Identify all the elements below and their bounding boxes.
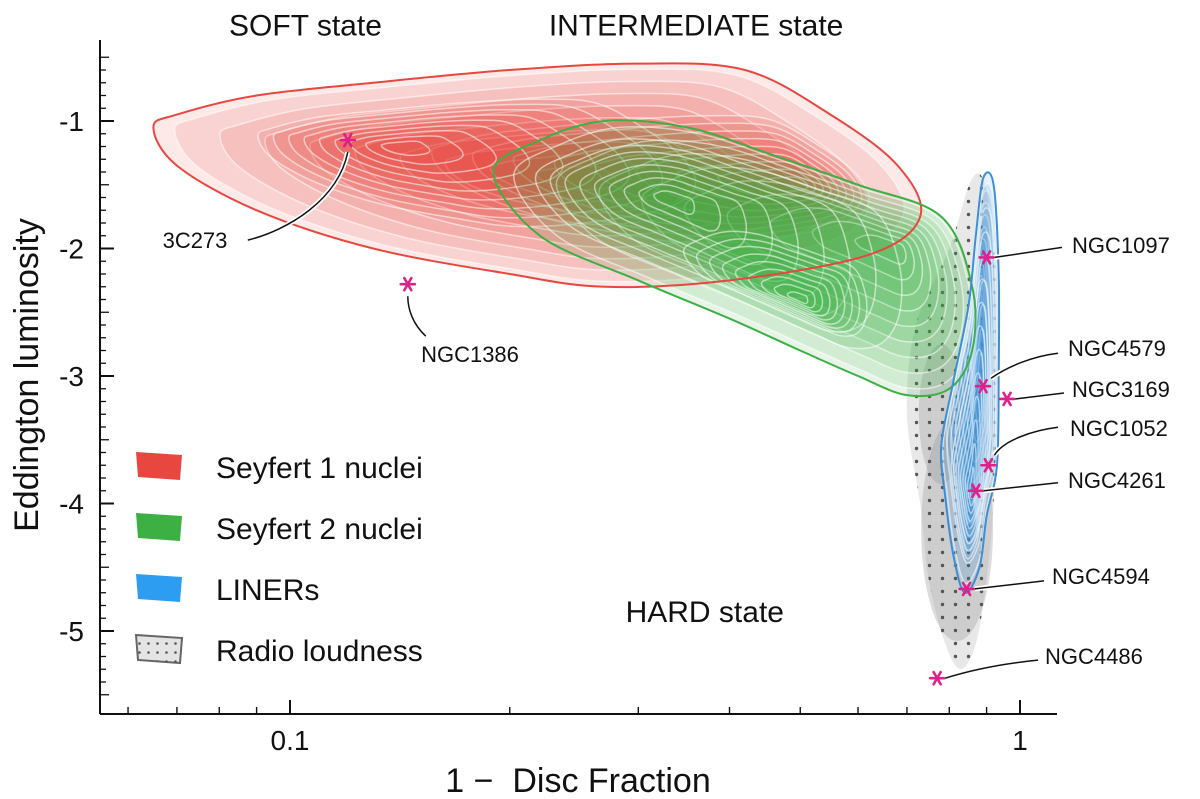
y-tick-label: -4 [59, 489, 84, 520]
density-seyfert-1-nuclei [153, 63, 922, 288]
seyfert-1-nuclei-contour-2-4 [318, 119, 564, 192]
leader-line-3c273 [247, 151, 349, 241]
x-ticks: 0.1 1 [127, 700, 1028, 756]
markers [339, 132, 1016, 686]
axes: 0.1 1 -1-2-3-4-5 [59, 40, 1057, 756]
marker-ngc4261 [967, 483, 985, 499]
seyfert-2-nuclei-contour-0-7 [811, 220, 915, 281]
y-axis-title: Eddington luminosity [8, 218, 46, 532]
marker-3c273 [339, 132, 357, 148]
legend-swatch [136, 574, 182, 602]
marker-stroke [983, 457, 994, 473]
seyfert-1-nuclei-contour-0-0 [174, 68, 905, 283]
object-label-ngc4261: NGC4261 [1068, 468, 1166, 493]
leader-line-ngc3169 [1014, 392, 1065, 400]
seyfert-2-nuclei-contour-1-7 [638, 183, 722, 232]
seyfert-2-nuclei-contour-1-4 [593, 164, 799, 283]
legend-item-liners: LINERs [136, 574, 319, 607]
leader-halo-ngc1052 [992, 424, 1059, 457]
density-layer [153, 63, 1000, 670]
marker-ngc4579 [974, 378, 992, 394]
leader-line-ngc1097 [994, 246, 1063, 259]
state-label-soft: SOFT state [229, 9, 382, 42]
state-label-hard: HARD state [626, 596, 784, 629]
marker-ngc1052 [980, 457, 997, 473]
object-label-ngc3169: NGC3169 [1072, 377, 1170, 402]
seyfert-2-nuclei-contour-2-7 [773, 283, 816, 309]
marker-stroke [961, 581, 972, 597]
leader-halo-ngc1386 [405, 296, 428, 339]
x-tick-label: 0.1 [271, 725, 310, 756]
marker-ngc1386 [399, 276, 417, 292]
leader-line-ngc1052 [993, 426, 1059, 456]
marker-stroke [978, 378, 988, 394]
object-label-ngc1052: NGC1052 [1070, 416, 1168, 441]
marker-ngc1097 [978, 250, 995, 265]
object-label-ngc1386: NGC1386 [421, 342, 519, 367]
outline-layer [152, 62, 1001, 594]
legend: Seyfert 1 nuclei Seyfert 2 nuclei LINERs Ra… [134, 452, 423, 668]
legend-label: LINERs [216, 574, 319, 607]
seyfert-1-nuclei-contour-0-7 [489, 153, 654, 203]
leader-line-ngc4261 [983, 482, 1059, 492]
density-liners [940, 172, 1000, 593]
leader-line-ngc4486 [944, 659, 1039, 679]
marker-stroke [1002, 391, 1012, 407]
x-axis-title: 1 − Disc Fraction [445, 762, 710, 799]
y-tick-label: -1 [59, 106, 84, 137]
marker-stroke [402, 276, 413, 292]
seyfert-2-nuclei-contour-1-1 [549, 144, 877, 333]
density-seyfert-2-nuclei [493, 120, 976, 397]
legend-label: Seyfert 2 nuclei [216, 513, 423, 546]
leader-line-ngc1386 [407, 296, 427, 337]
seyfert-2-nuclei-outline [492, 119, 977, 398]
legend-label: Seyfert 1 nuclei [216, 452, 423, 485]
object-label-ngc4579: NGC4579 [1068, 336, 1166, 361]
seyfert-2-nuclei-contour-2-8 [786, 291, 809, 305]
y-tick-label: -5 [59, 616, 84, 647]
marker-ngc3169 [998, 391, 1016, 407]
marker-ngc4594 [958, 581, 975, 597]
object-label-ngc1097: NGC1097 [1072, 233, 1170, 258]
x-tick-label: 1 [1012, 725, 1028, 756]
marker-stroke [971, 483, 981, 499]
legend-swatch-dots [136, 635, 182, 663]
legend-swatch [136, 513, 182, 541]
leader-line-ngc4579 [990, 352, 1059, 379]
y-ticks: -1 -2 -3 -4 -5 [59, 56, 114, 696]
seyfert-1-nuclei-outline [152, 62, 923, 289]
object-label-3c273: 3C273 [163, 228, 228, 253]
state-label-intermediate: INTERMEDIATE state [549, 9, 844, 42]
liners-outline [939, 171, 1001, 594]
legend-item-radio-loudness: Radio loudness [134, 633, 423, 668]
legend-label: Radio loudness [216, 635, 423, 668]
leader-line-ngc4594 [974, 580, 1045, 590]
legend-item-seyfert-2-nuclei: Seyfert 2 nuclei [136, 513, 423, 546]
object-label-ngc4486: NGC4486 [1045, 644, 1143, 669]
y-tick-label: -2 [59, 234, 84, 265]
leader-halo-ngc4579 [989, 350, 1059, 381]
annotations: SOFT state INTERMEDIATE state HARD state 3C… [163, 9, 1170, 681]
y-tick-label: -3 [59, 361, 84, 392]
seyfert-1-nuclei-contour-0-1 [219, 80, 870, 271]
marker-stroke [343, 132, 353, 148]
legend-swatch [136, 452, 182, 480]
marker-stroke [981, 250, 992, 265]
seyfert-2-nuclei-contour-1-8 [652, 190, 696, 216]
object-label-ngc4594: NGC4594 [1052, 564, 1150, 589]
seyfert-1-nuclei-contour-2-8 [380, 140, 431, 157]
seyfert-1-nuclei-contour-2-6 [349, 129, 498, 174]
marker-ngc4486 [928, 670, 946, 686]
marker-stroke [932, 670, 942, 686]
legend-item-seyfert-1-nuclei: Seyfert 1 nuclei [136, 452, 423, 485]
